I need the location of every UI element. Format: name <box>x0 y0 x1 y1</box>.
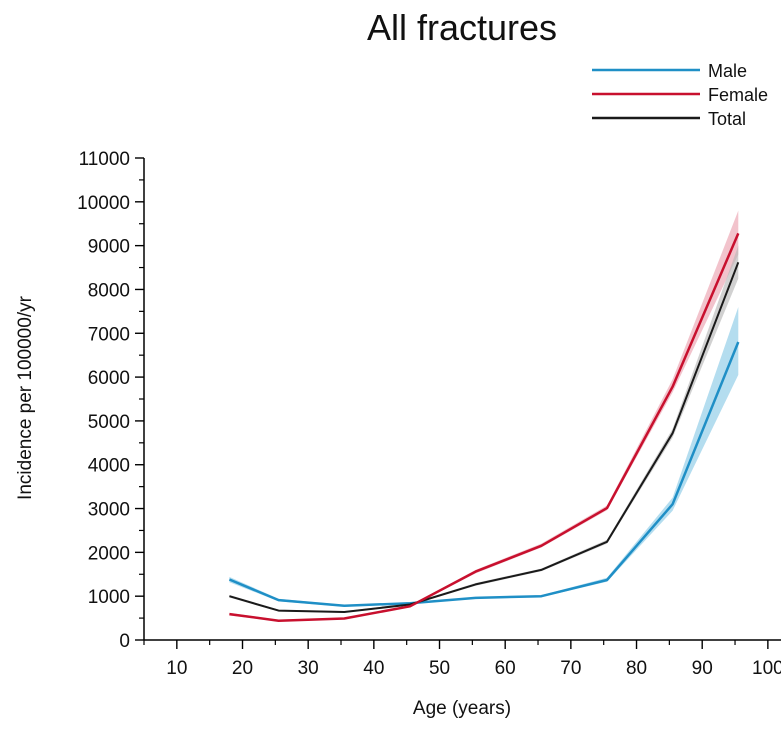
y-tick-label: 10000 <box>77 193 130 214</box>
y-tick-label: 3000 <box>88 500 130 521</box>
y-axis-label: Incidence per 100000/yr <box>15 295 36 500</box>
y-tick-label: 2000 <box>88 543 130 564</box>
legend: Male Female Total <box>592 61 768 129</box>
x-tick-label: 20 <box>232 658 253 679</box>
y-tick-label: 0 <box>119 631 130 652</box>
x-tick-label: 30 <box>298 658 319 679</box>
y-tick-label: 1000 <box>88 587 130 608</box>
chart-title: All fractures <box>367 7 557 48</box>
line-female <box>229 232 740 622</box>
x-tick-label: 50 <box>429 658 450 679</box>
y-tick-label: 8000 <box>88 280 130 301</box>
x-tick-label: 60 <box>495 658 516 679</box>
confidence-bands <box>229 210 739 622</box>
line-male <box>228 341 740 608</box>
x-axis-label: Age (years) <box>413 698 511 719</box>
y-tick-label: 4000 <box>88 456 130 477</box>
y-tick-label: 5000 <box>88 412 130 433</box>
x-tick-label: 90 <box>692 658 713 679</box>
band-male <box>229 307 739 607</box>
x-tick-label: 70 <box>560 658 581 679</box>
band-female <box>229 210 739 622</box>
x-tick-label: 40 <box>363 658 384 679</box>
legend-label-total: Total <box>708 109 746 129</box>
y-tick-label: 9000 <box>88 237 130 258</box>
axes: 0 1000 2000 3000 4000 5000 6000 7000 8000 9000 100… <box>77 149 781 679</box>
y-tick-label: 7000 <box>88 324 130 345</box>
y-tick-label: 6000 <box>88 368 130 389</box>
series-lines <box>228 232 740 622</box>
band-total <box>229 245 739 613</box>
x-tick-label: 10 <box>166 658 187 679</box>
legend-label-female: Female <box>708 85 768 105</box>
x-tick-label: 80 <box>626 658 647 679</box>
x-tick-label: 100 <box>752 658 781 679</box>
line-total <box>229 261 740 613</box>
y-tick-label: 11000 <box>79 149 130 170</box>
legend-label-male: Male <box>708 61 747 81</box>
